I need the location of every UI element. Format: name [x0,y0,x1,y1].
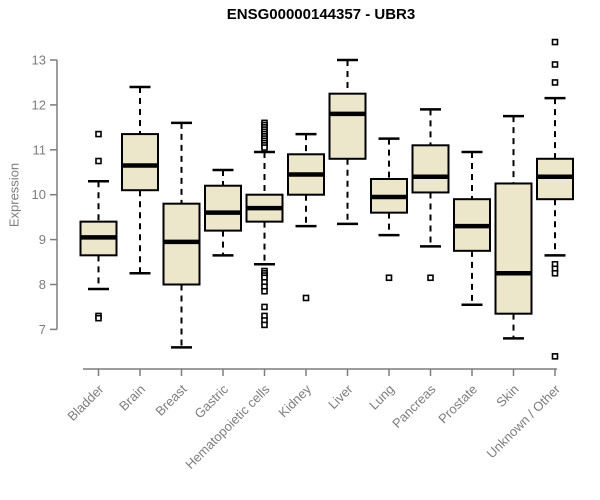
y-tick-label: 8 [39,277,46,292]
outlier-point-unknown-other [551,353,559,360]
x-tick-label-kidney: Kidney [275,381,314,420]
x-tick-label-brain: Brain [116,382,148,414]
box-liver [328,92,367,160]
outlier-point-kidney [302,294,310,302]
x-tick-label-breast: Breast [152,381,189,418]
box-skin [494,182,533,315]
outlier-point-unknown-other [551,38,559,46]
x-tick-label-pancreas: Pancreas [389,381,439,431]
outlier-point-hematopoietic-cells [261,321,268,329]
y-axis-title: Expression [6,162,22,228]
outlier-point-bladder [95,130,102,138]
outlier-point-bladder [95,157,102,165]
x-tick-label-prostate: Prostate [435,382,480,427]
y-tick-label: 12 [32,97,46,112]
outlier-point-unknown-other [551,269,559,277]
y-tick-label: 7 [39,322,46,337]
y-tick-label: 11 [33,142,47,157]
x-tick-label-liver: Liver [325,381,356,412]
chart-title: ENSG00000144357 - UBR3 [226,6,416,23]
outlier-point-hematopoietic-cells [261,144,268,151]
x-tick-label-bladder: Bladder [64,381,107,424]
outlier-point-hematopoietic-cells [261,303,268,311]
outlier-point-pancreas [427,274,434,282]
x-tick-label-gastric: Gastric [191,381,231,421]
y-tick-label: 13 [32,53,46,68]
outlier-point-unknown-other [551,79,559,86]
box-brain [121,133,159,192]
outlier-point-lung [385,274,393,282]
x-tick-label-skin: Skin [493,382,521,410]
outlier-point-unknown-other [551,61,559,68]
box-gastric [204,184,242,232]
outlier-point-hematopoietic-cells [261,287,268,295]
outlier-point-bladder [95,314,102,322]
box-pancreas [411,144,450,194]
y-tick-label: 9 [39,232,46,247]
x-tick-label-unknown-other: Unknown / Other [484,381,564,461]
y-tick-label: 10 [32,187,46,202]
x-tick-label-lung: Lung [366,382,397,413]
